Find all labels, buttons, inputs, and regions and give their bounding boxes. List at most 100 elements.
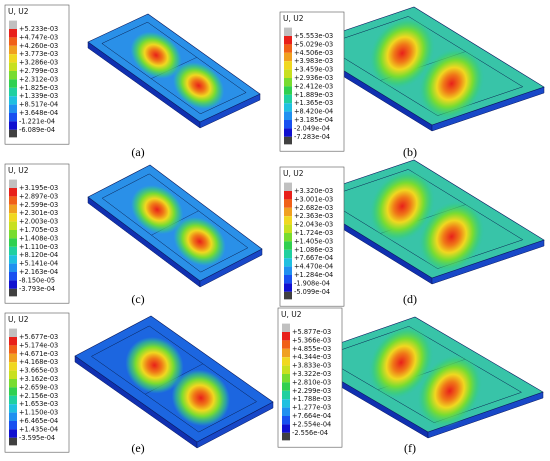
legend-label: +1.435e-04 [19,425,58,433]
swatch [282,416,290,425]
panel-label: (e) [131,441,144,455]
panel: U, U2 +3.195e-03+2.897e-03+2.599e-03+2.30… [4,163,263,306]
swatch [9,328,17,337]
legend-label: +3.983e-03 [294,57,333,65]
legend-label: +3.001e-03 [294,195,333,203]
legend-label: +5.233e-03 [19,25,58,33]
hot-spot [418,47,485,120]
swatch [9,20,17,29]
swatch [282,323,290,332]
hot-spot [130,31,182,79]
swatch [9,213,17,222]
legend-label: +2.301e-03 [19,209,58,217]
swatch [282,424,290,433]
swatch [9,370,17,379]
swatch [9,379,17,388]
swatch [9,272,17,281]
panel-label: (f) [404,441,416,455]
swatch [284,291,292,300]
legend-label: +2.897e-03 [19,192,58,200]
swatch [9,204,17,214]
swatch [284,258,292,267]
legend-label: +1.705e-03 [19,226,58,234]
legend-label: +2.043e-03 [294,221,333,229]
hot-spot [173,62,225,110]
swatch [284,283,292,292]
swatch [284,111,292,120]
panel: U, U2 +3.320e-03+3.001e-03+2.682e-03+2.36… [279,159,545,307]
legend-label: -5.099e-04 [294,288,330,296]
legend-label: +2.412e-03 [294,82,333,90]
legend-label: +4.506e-03 [294,49,333,57]
hot-spot [369,17,435,90]
legend-label: -6.089e-04 [19,126,55,134]
legend-label: +5.029e-03 [294,40,333,48]
swatch [9,104,17,113]
legend-label: +5.174e-03 [19,341,58,349]
legend-label: -3.595e-04 [19,434,55,442]
legend-label: +1.405e-03 [294,237,333,245]
legend-label: -1.221e-04 [19,117,55,125]
swatch [9,45,17,55]
legend-label: +4.855e-03 [292,345,331,353]
hot-spot [130,185,184,235]
legend-label: +3.195e-03 [19,184,58,192]
swatch [9,87,17,97]
swatch [9,353,17,363]
legend-label: +5.141e-04 [19,260,58,268]
legend-label: +1.339e-03 [19,92,58,100]
swatch [282,332,290,341]
swatch [284,120,292,129]
legend-label: +4.344e-03 [292,353,331,361]
swatch [9,196,17,205]
legend-label: +3.162e-03 [19,375,58,383]
swatch [9,437,17,446]
swatch [9,29,17,38]
swatch [284,52,292,62]
legend-label: +8.120e-04 [19,251,58,259]
legend-title: U, U2 [8,166,29,175]
panel: U, U2 +5.677e-03+5.174e-03+4.671e-03+4.16… [4,312,274,455]
legend-label: +3.773e-03 [19,50,58,58]
swatch [282,382,290,391]
legend-label: +1.653e-03 [19,400,58,408]
legend-label: +3.185e-04 [294,116,333,124]
swatch [9,179,17,188]
plate-inner [101,21,247,115]
swatch [284,27,292,36]
legend-label: -8.150e-05 [19,276,55,284]
hot-spot [368,325,434,400]
swatch [284,233,292,242]
swatch [9,62,17,71]
panel-label: (c) [131,292,144,306]
legend-label: +7.664e-04 [292,412,331,420]
plate-inner [322,169,524,269]
panel: U, U2 +5.233e-03+4.747e-03+4.260e-03+3.77… [4,4,261,159]
swatch [9,387,17,396]
swatch [282,365,290,374]
panel: U, U2 +5.553e-03+5.029e-03+4.506e-03+3.98… [279,6,545,159]
hot-spot [173,216,226,267]
swatch [284,207,292,217]
legend-label: +3.320e-03 [294,187,333,195]
legend-label: +3.459e-03 [294,66,333,74]
swatch [284,94,292,104]
legend-label: +2.599e-03 [19,201,58,209]
swatch [282,432,290,441]
legend-label: +8.517e-04 [19,101,58,109]
plate-inner [320,326,523,423]
swatch [282,390,290,400]
plate-inner [101,173,249,273]
swatch [284,191,292,200]
legend-title: U, U2 [8,315,29,324]
swatch [9,421,17,430]
legend-label: +1.889e-03 [294,91,333,99]
legend-label: +3.648e-04 [19,109,58,117]
hot-spot [417,354,482,428]
swatch [284,69,292,78]
legend-label: +1.284e-04 [294,271,333,279]
legend-label: +5.366e-03 [292,336,331,344]
legend-label: +2.659e-03 [19,383,58,391]
legend-label: +8.420e-04 [294,108,333,116]
legend-label: +4.470e-04 [294,263,333,271]
